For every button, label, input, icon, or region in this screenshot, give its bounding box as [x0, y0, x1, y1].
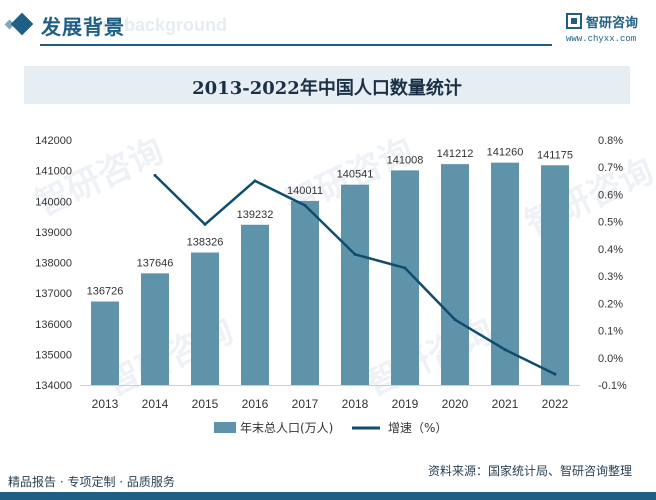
bar-value-label: 141175	[537, 149, 573, 161]
growth-point	[153, 173, 157, 177]
y-right-tick-label: 0.2%	[598, 298, 623, 310]
growth-point	[503, 348, 507, 352]
bar-value-label: 137646	[137, 257, 174, 269]
chart-title: 2013-2022年中国人口数量统计	[192, 78, 462, 99]
footer-slogan: 精品报告 · 专项定制 · 品质服务	[8, 475, 175, 489]
x-tick-label: 2018	[342, 397, 369, 411]
growth-point	[303, 203, 307, 207]
x-tick-label: 2022	[542, 397, 569, 411]
y-left-tick-label: 138000	[35, 258, 72, 270]
bar	[241, 224, 269, 385]
x-tick-label: 2015	[192, 397, 219, 411]
footer-source: 资料来源：国家统计局、智研咨询整理	[427, 464, 632, 478]
y-right-tick-label: 0.8%	[598, 135, 623, 147]
x-tick-label: 2013	[92, 397, 119, 411]
x-tick-label: 2019	[392, 397, 419, 411]
bar-value-label: 136726	[87, 286, 124, 298]
bar	[291, 200, 319, 385]
bar-value-label: 138326	[187, 237, 224, 249]
x-tick-label: 2014	[142, 397, 169, 411]
section-title: 发展背景	[41, 15, 125, 39]
y-left-tick-label: 136000	[35, 319, 72, 331]
brand-name: 智研咨询	[586, 16, 639, 31]
bar	[441, 164, 469, 385]
y-left-tick-label: 141000	[35, 166, 72, 178]
bar	[141, 273, 169, 385]
growth-point	[253, 179, 257, 183]
growth-point	[403, 266, 407, 270]
y-right-tick-label: 0.3%	[598, 271, 623, 283]
bar	[491, 162, 519, 385]
y-right-tick-label: 0.0%	[598, 353, 623, 365]
y-left-tick-label: 135000	[35, 349, 72, 361]
y-left-tick-label: 139000	[35, 227, 72, 239]
bar-value-label: 141260	[487, 147, 524, 159]
y-right-tick-label: 0.6%	[598, 189, 623, 201]
x-tick-label: 2020	[442, 397, 469, 411]
bar	[91, 301, 119, 385]
legend-line-label: 增速（%）	[388, 421, 447, 435]
brand-url: www.chyxx.com	[566, 34, 637, 44]
chart-title-band: 2013-2022年中国人口数量统计	[24, 66, 630, 104]
y-right-tick-label: 0.4%	[598, 244, 623, 256]
section-title-en: ent background	[92, 15, 228, 35]
bar-value-label: 139232	[237, 209, 274, 221]
growth-point	[453, 318, 457, 322]
x-tick-label: 2016	[242, 397, 269, 411]
bar-value-label: 140011	[287, 185, 323, 197]
bar	[191, 252, 219, 385]
y-right-tick-label: -0.1%	[598, 380, 627, 392]
x-tick-label: 2021	[492, 397, 519, 411]
y-right-tick-label: 0.5%	[598, 217, 623, 229]
y-left-tick-label: 142000	[35, 135, 72, 147]
bar-value-label: 141212	[437, 148, 474, 160]
bar	[341, 184, 369, 385]
bar-value-label: 141008	[387, 154, 424, 166]
growth-point	[353, 252, 357, 256]
brand-logo-icon	[566, 13, 582, 29]
y-left-tick-label: 140000	[35, 196, 72, 208]
y-right-tick-label: 0.7%	[598, 162, 623, 174]
page-header: ent background 发展背景 智研咨询 www.chyxx.com	[0, 0, 656, 48]
growth-point	[553, 372, 557, 376]
bar	[541, 165, 569, 385]
growth-point	[203, 222, 207, 226]
y-left-tick-label: 137000	[35, 288, 72, 300]
header-divider	[40, 44, 552, 46]
footer-bar	[0, 492, 656, 500]
y-right-tick-label: 0.1%	[598, 326, 623, 338]
bar-value-label: 140541	[337, 169, 374, 181]
x-tick-label: 2017	[292, 397, 319, 411]
legend-bar-label: 年末总人口(万人)	[240, 421, 333, 435]
legend-bar-swatch	[214, 422, 236, 433]
y-left-tick-label: 134000	[35, 380, 72, 392]
